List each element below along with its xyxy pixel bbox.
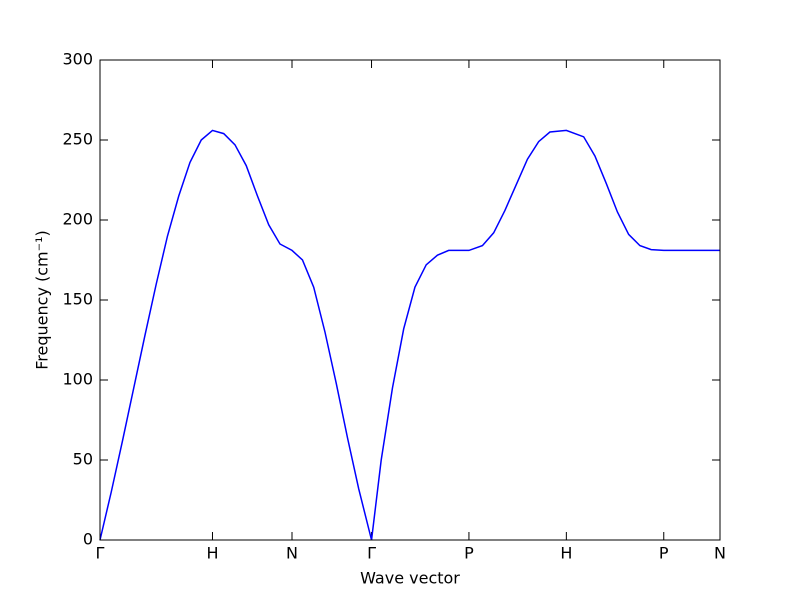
- x-axis-label: Wave vector: [360, 569, 460, 588]
- x-tick-label: P: [464, 544, 474, 563]
- x-tick-label: P: [659, 544, 669, 563]
- y-tick-label: 250: [62, 130, 93, 149]
- x-tick-label: N: [286, 544, 298, 563]
- x-tick-label: N: [714, 544, 726, 563]
- y-tick-label: 150: [62, 290, 93, 309]
- x-tick-label: H: [560, 544, 572, 563]
- y-tick-label: 0: [83, 530, 93, 549]
- y-tick-label: 300: [62, 50, 93, 69]
- x-tick-label: H: [206, 544, 218, 563]
- data-line: [99, 129, 720, 541]
- x-tick-label: Γ: [96, 544, 105, 563]
- y-axis-label: Frequency (cm⁻¹): [33, 230, 52, 369]
- plot-frame: [99, 59, 721, 541]
- x-tick-label: Γ: [367, 544, 376, 563]
- y-tick-label: 50: [73, 450, 93, 469]
- y-tick-label: 100: [62, 370, 93, 389]
- y-tick-label: 200: [62, 210, 93, 229]
